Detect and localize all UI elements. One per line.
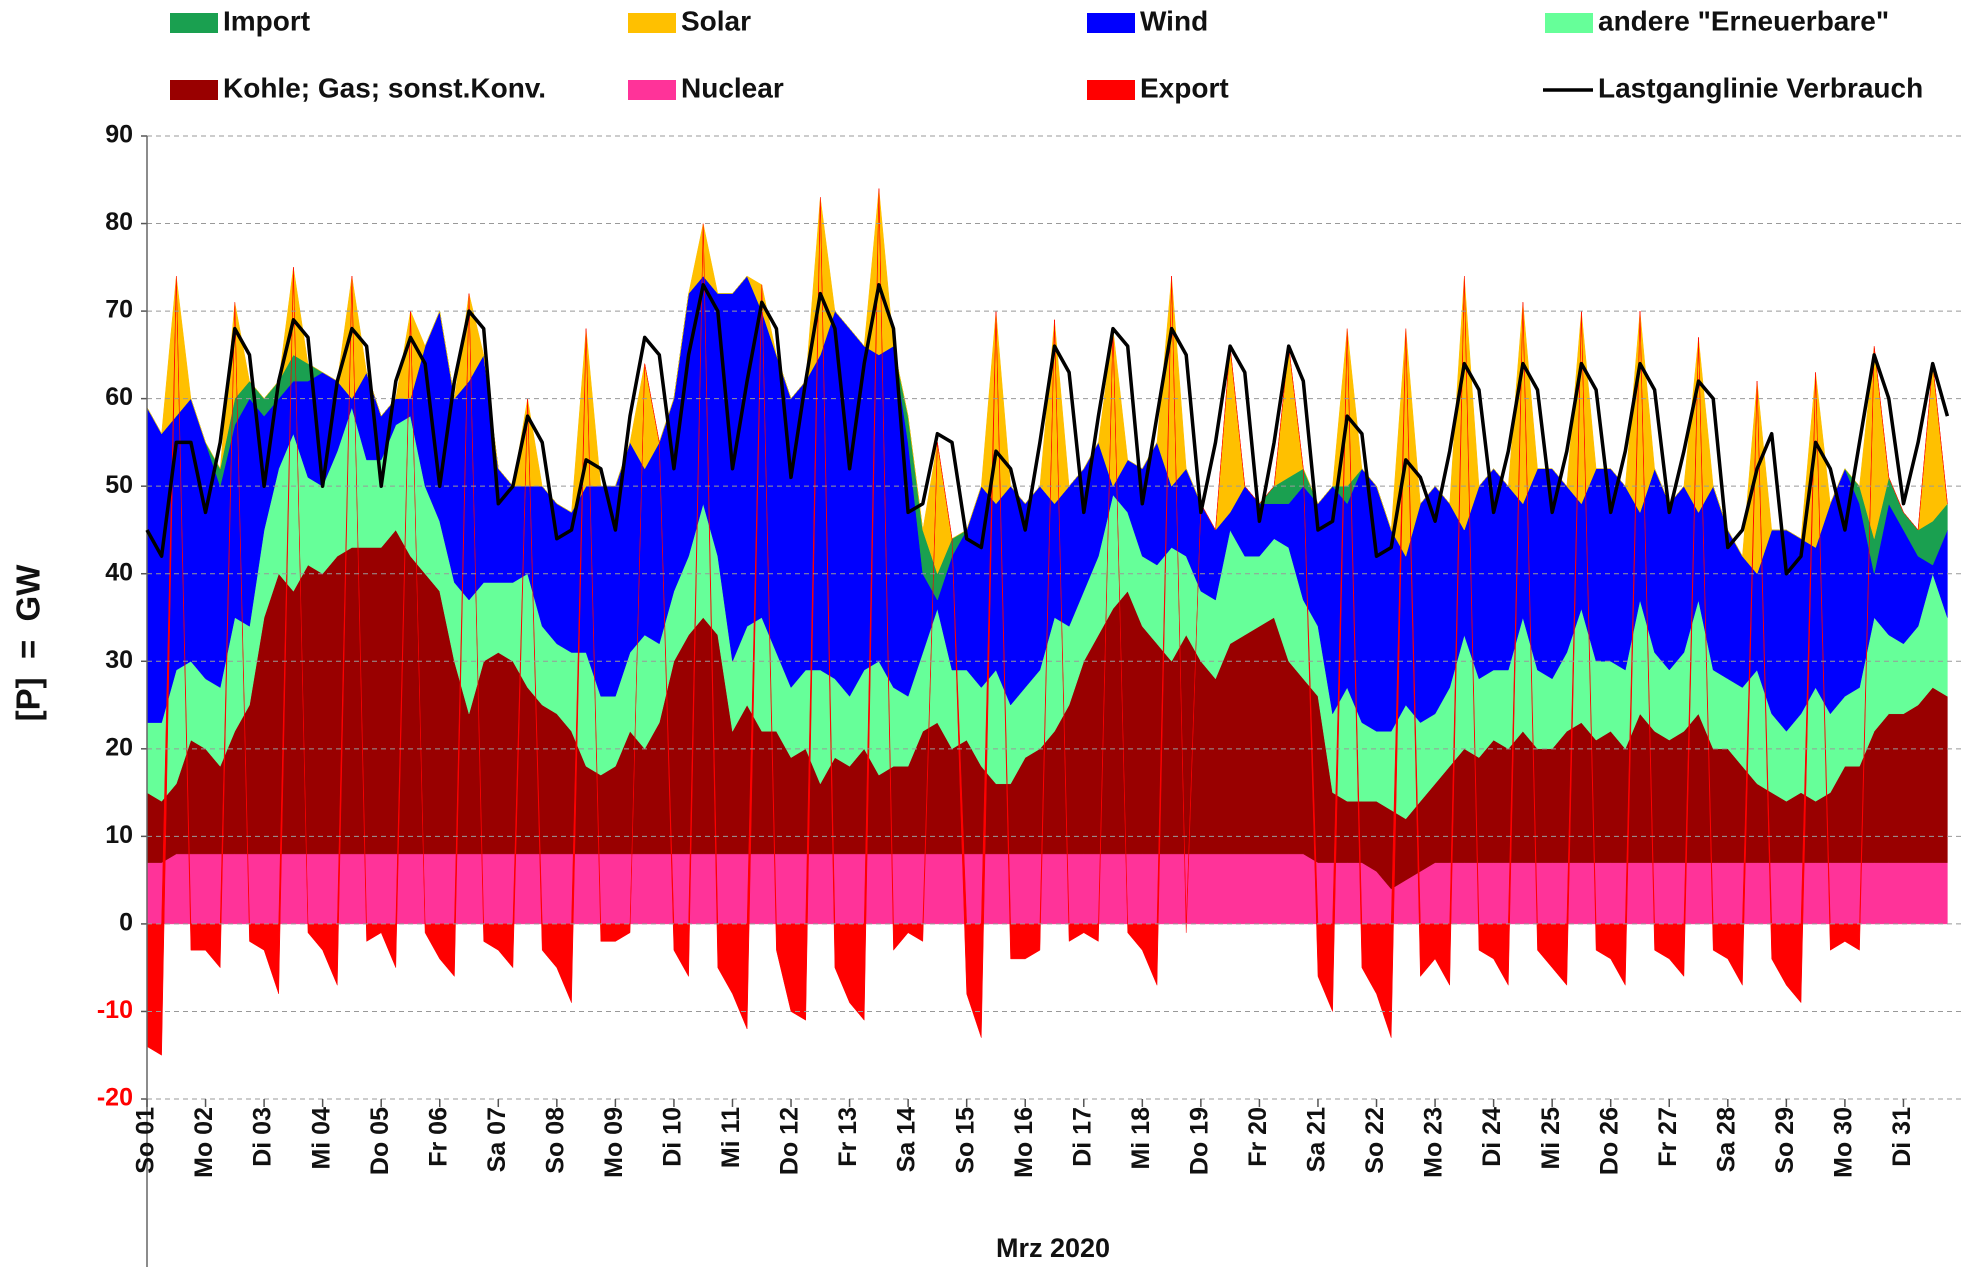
x-tick-label: Mo 23 [1420, 1107, 1448, 1178]
x-tick-label: Fr 06 [424, 1107, 452, 1167]
legend-swatch [1087, 13, 1135, 33]
x-tick-label: So 22 [1361, 1107, 1389, 1174]
y-axis-title: [P] = GW [10, 564, 47, 722]
x-tick-label: Fr 20 [1244, 1107, 1272, 1167]
x-tick-label: Do 05 [366, 1107, 394, 1175]
legend-swatch [1545, 13, 1593, 33]
legend-swatch [1087, 80, 1135, 100]
x-tick-label: Do 26 [1595, 1107, 1623, 1175]
x-tick-label: So 08 [541, 1107, 569, 1174]
legend-label: Lastganglinie Verbrauch [1598, 72, 1923, 103]
x-tick-label: Di 17 [1068, 1107, 1096, 1167]
y-tick-label: 40 [105, 558, 133, 586]
x-tick-label: Mi 18 [1127, 1107, 1155, 1170]
x-tick-label: Di 31 [1888, 1107, 1916, 1167]
legend-label: Import [223, 5, 310, 36]
x-tick-label: Mo 09 [600, 1107, 628, 1178]
plot-lines [145, 283, 1950, 576]
legend-label: Solar [681, 5, 751, 36]
area [146, 853, 1948, 925]
x-tick-label: So 01 [132, 1107, 160, 1174]
x-tick-label: Mo 30 [1830, 1107, 1858, 1178]
x-tick-label: Mi 04 [307, 1107, 335, 1170]
plot-areas [146, 188, 1948, 1056]
y-tick-label: 80 [105, 208, 133, 236]
line [145, 283, 1950, 576]
x-tick-label: Do 12 [776, 1107, 804, 1175]
y-tick-label: 10 [105, 821, 133, 849]
x-tick-label: Sa 28 [1712, 1107, 1740, 1172]
legend-label: Kohle; Gas; sonst.Konv. [223, 72, 546, 103]
x-tick-label: Sa 07 [483, 1107, 511, 1172]
x-tick-label: Mo 02 [190, 1107, 218, 1178]
x-tick-label: Sa 14 [893, 1107, 921, 1172]
x-tick-label: Mi 11 [717, 1107, 745, 1168]
y-tick-label: 30 [105, 646, 133, 674]
legend-swatch [170, 13, 218, 33]
y-tick-label: -20 [97, 1084, 133, 1112]
x-tick-label: Di 24 [1478, 1107, 1506, 1167]
y-tick-label: 60 [105, 383, 133, 411]
x-tick-label: Mi 25 [1537, 1107, 1565, 1170]
x-tick-label: Di 10 [659, 1107, 687, 1167]
legend-label: Nuclear [681, 72, 784, 103]
x-tick-label: So 15 [951, 1107, 979, 1174]
x-axis-title: Mrz 2020 [996, 1233, 1110, 1263]
x-tick-label: Fr 27 [1654, 1107, 1682, 1167]
x-tick-label: Mo 16 [1010, 1107, 1038, 1178]
y-tick-label: 70 [105, 296, 133, 324]
x-tick-label: Do 19 [1185, 1107, 1213, 1175]
y-tick-label: 50 [105, 471, 133, 499]
y-tick-label: -10 [97, 996, 133, 1024]
legend-label: andere "Erneuerbare" [1598, 5, 1889, 36]
x-tick-label: So 29 [1771, 1107, 1799, 1174]
x-tick-label: Fr 13 [834, 1107, 862, 1167]
legend-label: Export [1140, 72, 1229, 103]
x-tick-label: Di 03 [249, 1107, 277, 1167]
y-tick-label: 0 [119, 909, 133, 937]
y-tick-label: 20 [105, 733, 133, 761]
x-tick-label: Sa 21 [1303, 1107, 1331, 1172]
y-tick-label: 90 [105, 121, 133, 149]
legend-swatch [628, 80, 676, 100]
grid [141, 135, 1962, 1267]
legend-swatch [628, 13, 676, 33]
legend-label: Wind [1140, 5, 1208, 36]
legend-swatch [170, 80, 218, 100]
